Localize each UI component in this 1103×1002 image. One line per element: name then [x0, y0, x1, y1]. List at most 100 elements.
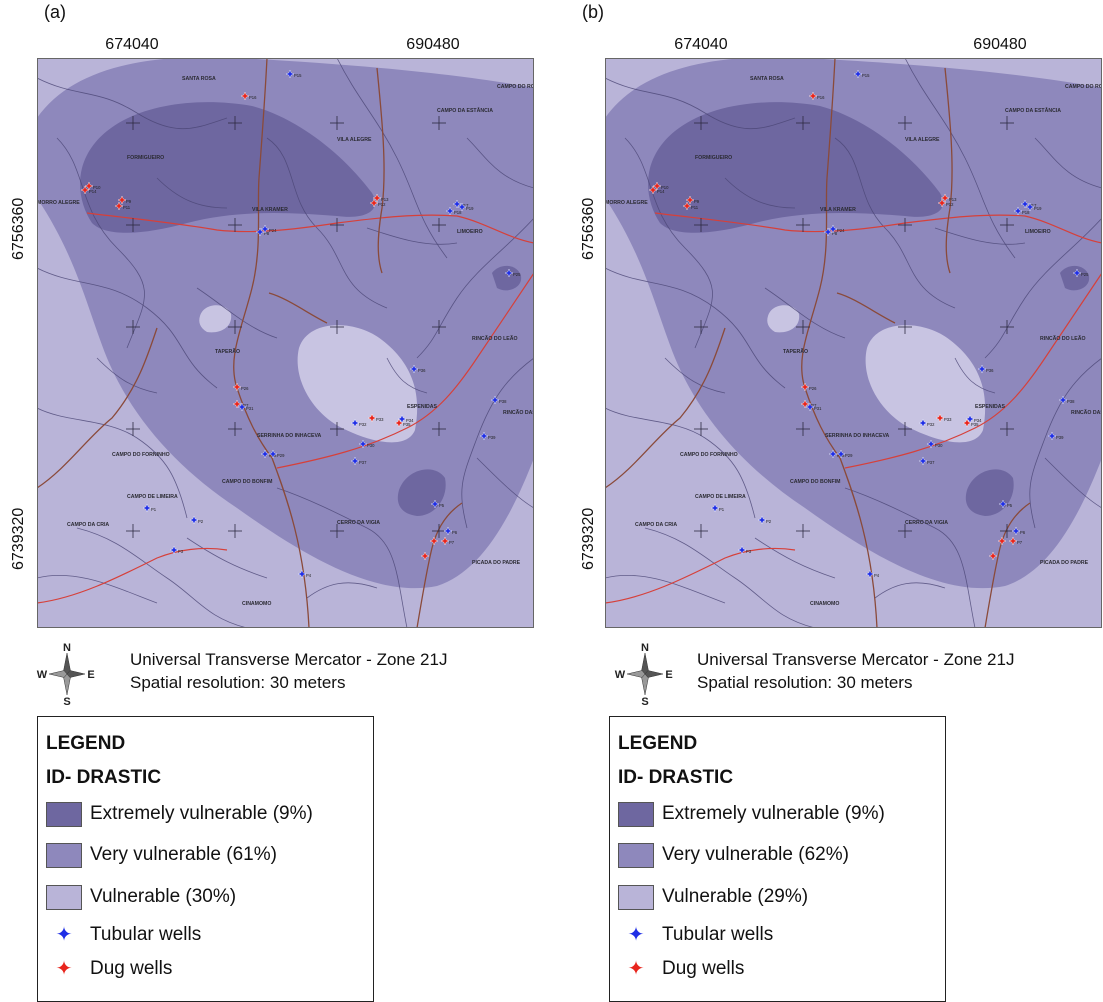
- compass-letter-n: N: [641, 642, 649, 654]
- place-label: CAMPO DO FORNINHO: [112, 452, 170, 458]
- compass-arm: [48, 670, 68, 678]
- well-label: P32: [927, 422, 935, 427]
- vulnerability-map[interactable]: SANTA ROSA CAMPO DO ROCHEDO CAMPO DA ESTÂN…: [37, 58, 534, 628]
- panel-a: (a) 674040 690480 6756360 6739320 SANTA …: [0, 0, 535, 1002]
- road-line: [276, 272, 534, 469]
- tubular-well-icon: [409, 364, 419, 374]
- road-line: [268, 292, 328, 324]
- place-label: RINCÃO DAS LUZES: [503, 409, 534, 416]
- dug-well-icon: [372, 193, 382, 203]
- dug-well-icon: [800, 399, 810, 409]
- place-label: SERRINHA DO INHACEVA: [257, 433, 322, 439]
- tubular-well-icon: [1047, 431, 1057, 441]
- dug-well-marker: P33: [935, 413, 952, 423]
- well-label: P29: [277, 453, 285, 458]
- dug-well-marker: P7: [1008, 536, 1023, 546]
- stream-line: [416, 217, 534, 359]
- tubular-well-marker: P18: [445, 206, 462, 216]
- tubular-well-icon: [504, 268, 514, 278]
- tubular-well-icon: [1025, 202, 1035, 212]
- place-label: CAMPO DA ESTÂNCIA: [1005, 107, 1061, 114]
- tubular-well-icon: [918, 418, 928, 428]
- well-label: P25: [513, 272, 521, 277]
- well-label: P14: [89, 189, 97, 194]
- panel-letter: (b): [582, 2, 604, 22]
- place-label: CAMPO DA ESTÂNCIA: [437, 107, 493, 114]
- place-label: FORMIGUEIRO: [695, 155, 732, 161]
- dug-well-marker: [420, 551, 430, 561]
- legend-item-very-vulnerable: Very vulnerable (62%): [618, 841, 849, 869]
- well-label: P1: [719, 507, 725, 512]
- extremely-vulnerable-zone: [492, 265, 522, 291]
- place-label: VILA KRAMER: [820, 207, 856, 213]
- dug-well-icon: [84, 181, 94, 191]
- tubular-well-marker: P19: [1025, 202, 1042, 212]
- legend-label: Tubular wells: [662, 924, 774, 945]
- dug-well-marker: P10: [84, 181, 101, 191]
- road-line: [984, 502, 1031, 628]
- legend-item-extremely-vulnerable: Extremely vulnerable (9%): [46, 800, 313, 828]
- dug-well-marker: P7: [440, 536, 455, 546]
- well-label: P26: [809, 386, 817, 391]
- vulnerable-zone: [199, 305, 232, 333]
- map-canvas: SANTA ROSA CAMPO DO ROCHEDO CAMPO DA ESTÂN…: [37, 58, 534, 628]
- map-canvas: SANTA ROSA CAMPO DO ROCHEDO CAMPO DA ESTÂN…: [605, 58, 1102, 628]
- vulnerability-map[interactable]: SANTA ROSA CAMPO DO ROCHEDO CAMPO DA ESTÂN…: [605, 58, 1102, 628]
- well-label: P31: [246, 406, 254, 411]
- place-label: VILA KRAMER: [252, 207, 288, 213]
- legend-label: Dug wells: [90, 958, 173, 979]
- compass-arm: [626, 670, 646, 678]
- dug-well-marker: P14: [648, 185, 665, 195]
- dug-well-icon: [240, 91, 250, 101]
- map-legend: LEGEND ID- DRASTIC Extremely vulnerable …: [37, 716, 374, 1002]
- vulnerable-zone: [297, 325, 418, 443]
- tubular-well-marker: P15: [285, 69, 302, 79]
- extremely-vulnerable-zone: [80, 102, 376, 233]
- stream-line: [386, 357, 428, 394]
- road-line: [605, 547, 796, 604]
- well-label: P18: [1022, 210, 1030, 215]
- dug-well-icon: [117, 195, 127, 205]
- tubular-well-icon: [865, 569, 875, 579]
- dug-well-icon: [962, 418, 972, 428]
- dug-well-marker: P9: [685, 195, 700, 205]
- dug-well-icon: [935, 413, 945, 423]
- well-label: P33: [944, 417, 952, 422]
- stream-line: [605, 574, 726, 604]
- well-label: P3: [178, 549, 184, 554]
- stream-line: [624, 137, 713, 349]
- stream-line: [605, 77, 796, 130]
- road-line: [944, 67, 953, 274]
- well-label: P24: [837, 228, 845, 233]
- dug-well-marker: P33: [367, 413, 384, 423]
- tubular-well-marker: P8: [255, 227, 270, 237]
- place-label: MORRO ALEGRE: [605, 200, 648, 206]
- dug-well-icon: [114, 201, 124, 211]
- stream-line: [336, 58, 448, 259]
- place-label: CAMPO DO FORNINHO: [680, 452, 738, 458]
- tubular-well-icon: [926, 439, 936, 449]
- stream-line: [37, 407, 188, 519]
- place-label: FORMIGUEIRO: [127, 155, 164, 161]
- compass-letter-s: S: [63, 696, 70, 707]
- tubular-well-icon: ✦: [627, 924, 645, 946]
- dug-well-icon: [367, 413, 377, 423]
- place-label: CAMPO DO BONFIM: [222, 479, 272, 485]
- compass-rose: N S W E: [615, 642, 673, 708]
- tubular-well-marker: P2: [189, 515, 204, 525]
- projection-text: Universal Transverse Mercator - Zone 21J: [697, 650, 1015, 669]
- tubular-well-marker: P19: [457, 202, 474, 212]
- well-label: P37: [359, 460, 367, 465]
- tubular-well-icon: [977, 364, 987, 374]
- well-label: P25: [1081, 272, 1089, 277]
- dug-well-icon: ✦: [627, 958, 645, 980]
- dug-well-marker: P10: [652, 181, 669, 191]
- stream-line: [874, 582, 946, 599]
- place-label: CAMPO DO ROCHEDO: [1065, 84, 1102, 90]
- map-frame: [605, 58, 1102, 628]
- place-label: MORRO ALEGRE: [37, 200, 80, 206]
- legend-item-dug-wells: ✦ Dug wells: [618, 955, 745, 983]
- dug-well-marker: P27: [232, 399, 249, 409]
- dug-well-marker: [429, 536, 439, 546]
- tubular-well-icon: [1011, 526, 1021, 536]
